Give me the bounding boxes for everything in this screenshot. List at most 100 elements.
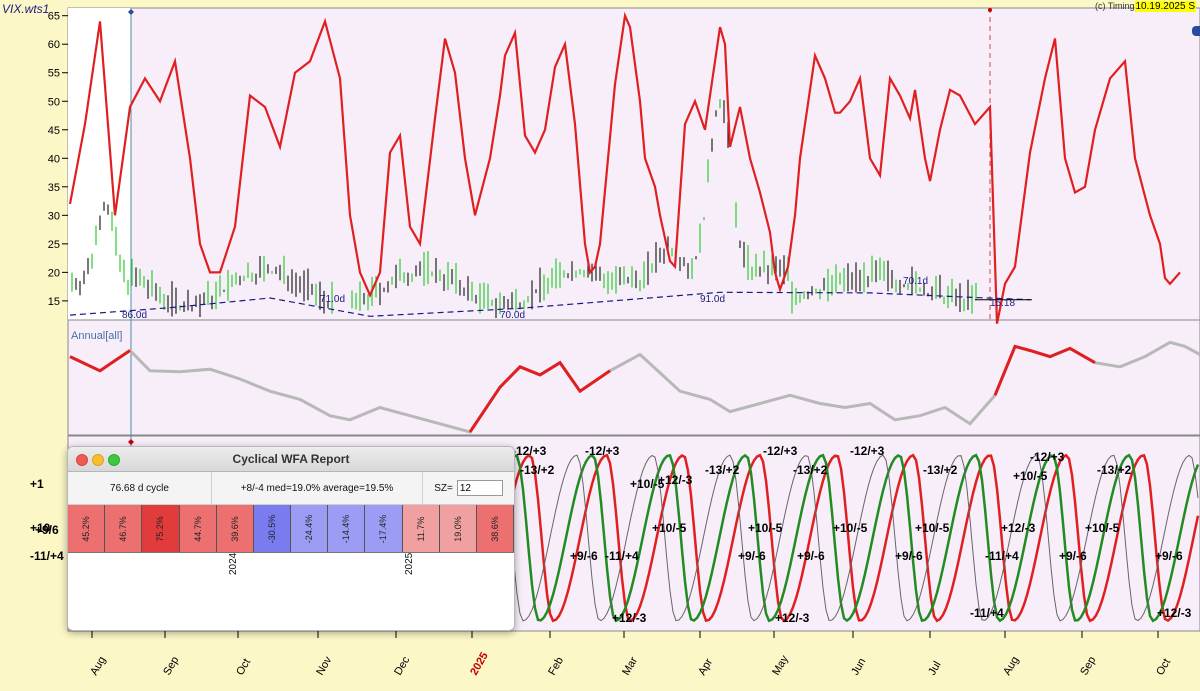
wfa-year-label: 2024 xyxy=(228,552,239,575)
wfa-cell[interactable]: 46.7% xyxy=(105,505,143,552)
wfa-label: +12/-3 xyxy=(612,611,647,625)
wfa-cell[interactable]: -14.4% xyxy=(328,505,366,552)
wfa-label: +10/-5 xyxy=(748,521,783,535)
wfa-cell-value: 75.2% xyxy=(155,515,166,542)
wfa-cell[interactable]: -24.4% xyxy=(291,505,329,552)
x-tick-label: Oct xyxy=(234,657,253,678)
x-tick-label: Aug xyxy=(88,655,108,678)
wfa-cell-value: 38.6% xyxy=(489,515,500,542)
price-candles xyxy=(71,99,977,318)
y-tick-label: 45 xyxy=(48,125,60,137)
window-title: Cyclical WFA Report xyxy=(232,452,350,466)
wfa-report-window[interactable]: Cyclical WFA Report 76.68 d cycle +8/-4 … xyxy=(67,446,515,631)
wfa-cell-value: -24.4% xyxy=(304,514,315,543)
instrument-label: VIX.wts1 xyxy=(2,2,50,16)
wfa-cell[interactable]: 19.0% xyxy=(439,505,477,552)
y-tick-label: 20 xyxy=(48,267,60,279)
wfa-label: +9/6 xyxy=(35,523,59,537)
cycle-trough-line xyxy=(69,291,1031,317)
sz-label: SZ= xyxy=(434,482,453,494)
wfa-label: +9/-6 xyxy=(797,549,825,563)
cycle-composite-line xyxy=(68,11,1181,324)
wfa-cell-value: 19.0% xyxy=(452,515,463,542)
wfa-label: -11/+4 xyxy=(605,549,639,563)
close-button[interactable] xyxy=(76,454,88,466)
wfa-label: +10/-5 xyxy=(1085,521,1120,535)
wfa-label: -13/+2 xyxy=(923,463,958,477)
wfa-label: -11/+4 xyxy=(985,549,1019,563)
annual-panel-bg xyxy=(67,319,1200,436)
wfa-label: -12/+3 xyxy=(512,444,547,458)
sz-input[interactable] xyxy=(456,480,503,496)
wfa-cell-value: 39.6% xyxy=(229,515,240,542)
wfa-label: +10/-5 xyxy=(915,521,950,535)
wfa-cell[interactable]: 44.7% xyxy=(179,505,217,552)
maximize-button[interactable] xyxy=(108,454,120,466)
x-axis: Aug Sep Oct Nov Dec 2025 Feb Mar Apr May Jun Jul Aug… xyxy=(88,631,1173,678)
window-titlebar[interactable]: Cyclical WFA Report xyxy=(68,447,514,472)
x-tick-label: Jul xyxy=(926,659,943,677)
x-tick-label: Mar xyxy=(620,655,640,678)
annual-panel-label: Annual[all] xyxy=(71,330,123,342)
wfa-labels: -12/+3 -13/+2 +10/-5 +9/-6 +12/-3 -11/+4 +10/-… xyxy=(30,444,1192,625)
cursor-diamond-top xyxy=(128,9,134,15)
wfa-cell-value: 44.7% xyxy=(192,515,203,542)
today-marker xyxy=(988,8,992,12)
y-tick-label: 35 xyxy=(48,182,60,194)
annual-highlight xyxy=(468,360,611,433)
wfa-cell-value: 45.2% xyxy=(81,515,92,542)
wfa-label: -13/+2 xyxy=(793,463,828,477)
wfa-label: +10/-5 xyxy=(833,521,868,535)
wfa-cell[interactable]: 39.6% xyxy=(216,505,254,552)
annual-highlight xyxy=(993,344,1096,396)
wfa-label: +9/-6 xyxy=(738,549,766,563)
wfa-cell[interactable]: -30.5% xyxy=(253,505,292,552)
wfa-cell[interactable]: 11.7% xyxy=(402,505,440,552)
wfa-label: -13/+2 xyxy=(705,463,740,477)
wfa-cell-value: -17.4% xyxy=(378,514,389,543)
y-tick-label: 25 xyxy=(48,239,60,251)
cursor-diamond-bottom xyxy=(128,439,134,445)
sz-field: SZ= xyxy=(423,472,514,504)
y-tick-label: 50 xyxy=(48,96,60,108)
wfa-cell-value: 46.7% xyxy=(118,515,129,542)
minimize-button[interactable] xyxy=(92,454,104,466)
cycle-length-label: 71.0d xyxy=(320,294,345,305)
wfa-label: +10 xyxy=(30,521,51,535)
wfa-label: -11/+4 xyxy=(30,549,64,563)
wfa-label: -13/+2 xyxy=(520,463,555,477)
cycle-length-labels: 86.0d 71.0d 70.0d 91.0d 70.1d 15.18 xyxy=(122,276,1015,321)
x-tick-label: 2025 xyxy=(468,650,491,677)
wfa-label: +9/-6 xyxy=(570,549,598,563)
x-tick-label: Oct xyxy=(1154,657,1173,678)
x-tick-label: Feb xyxy=(546,655,566,677)
wfa-label: +10/-5 xyxy=(1013,469,1048,483)
wfa-cell[interactable]: -17.4% xyxy=(365,505,403,552)
y-axis: 15 20 25 30 35 40 45 50 55 60 65 xyxy=(48,11,68,308)
wfa-cell-value: 11.7% xyxy=(415,516,426,541)
wfa-label: +9/-6 xyxy=(1059,549,1087,563)
wfa-label: +9/-6 xyxy=(895,549,923,563)
y-tick-label: 30 xyxy=(48,210,60,222)
wfa-info-row: 76.68 d cycle +8/-4 med=19.0% average=19… xyxy=(68,472,514,505)
wfa-label: +1 xyxy=(30,477,44,491)
cycle-length-label: 86.0d xyxy=(122,310,147,321)
wfa-cell[interactable]: 75.2% xyxy=(142,505,180,552)
annual-series xyxy=(69,340,1200,434)
wfa-label: +12/-3 xyxy=(658,473,693,487)
x-tick-label: Jun xyxy=(849,656,868,677)
y-tick-label: 60 xyxy=(48,39,60,51)
x-tick-label: Sep xyxy=(161,655,181,678)
wfa-cell[interactable]: 38.6% xyxy=(476,505,514,552)
x-tick-label: Sep xyxy=(1078,655,1098,678)
wfa-heatmap-row: 45.2% 46.7% 75.2% 44.7% 39.6% -30.5% -24.4% -14… xyxy=(68,505,514,553)
cycle-length-label: 70.1d xyxy=(903,276,928,287)
wfa-cell[interactable]: 45.2% xyxy=(68,505,106,552)
wfa-label: -11/+4 xyxy=(970,606,1004,620)
wfa-label: -12/+3 xyxy=(850,444,885,458)
wfa-year-label: 2025 xyxy=(404,552,415,575)
wfa-label: +12/-3 xyxy=(1001,521,1036,535)
wfa-label: -12/+3 xyxy=(763,444,798,458)
wfa-label: -12/+3 xyxy=(1030,450,1065,464)
wfa-label: +12/-3 xyxy=(1157,606,1192,620)
